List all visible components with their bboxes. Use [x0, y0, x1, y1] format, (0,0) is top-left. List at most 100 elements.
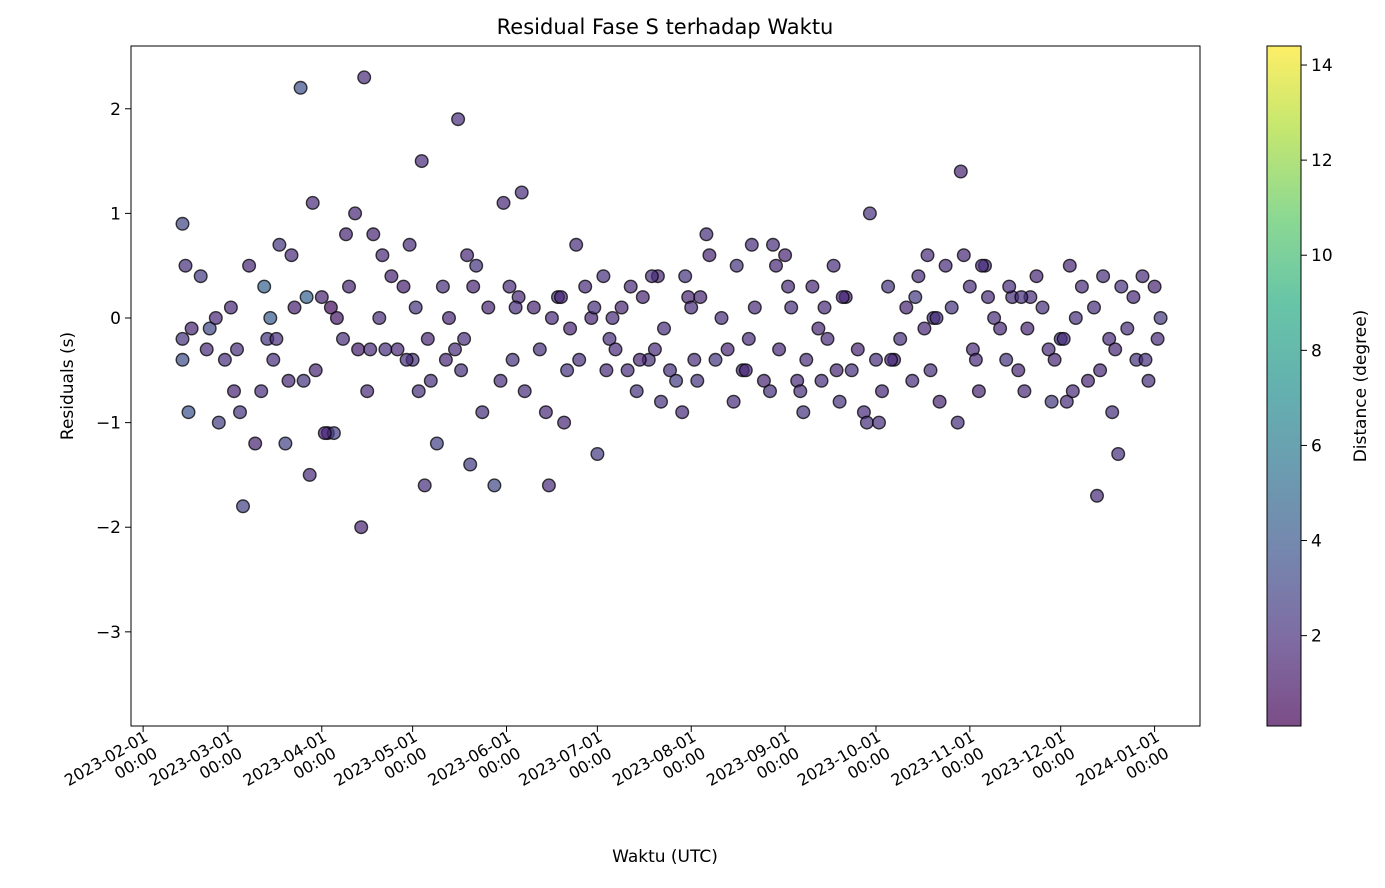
data-point — [269, 331, 284, 346]
data-point — [305, 195, 320, 210]
data-point — [920, 248, 935, 263]
data-point — [284, 248, 299, 263]
x-axis: 2023-02-0100:002023-03-0100:002023-04-01… — [61, 726, 1172, 806]
data-point — [423, 373, 438, 388]
data-point — [917, 321, 932, 336]
data-point — [844, 363, 859, 378]
data-point — [975, 258, 990, 273]
data-point — [466, 279, 481, 294]
data-point — [1153, 311, 1168, 326]
data-point — [766, 237, 781, 252]
data-point — [1041, 342, 1056, 357]
data-point — [563, 321, 578, 336]
data-point — [1141, 373, 1156, 388]
data-point — [820, 331, 835, 346]
data-point — [1138, 352, 1153, 367]
data-point — [442, 311, 457, 326]
data-point — [599, 363, 614, 378]
data-point — [623, 279, 638, 294]
data-point — [602, 331, 617, 346]
data-point — [457, 331, 472, 346]
data-point — [929, 311, 944, 326]
data-point — [587, 300, 602, 315]
data-point — [784, 300, 799, 315]
data-point — [796, 405, 811, 420]
data-point — [1014, 290, 1029, 305]
data-point — [448, 342, 463, 357]
data-point — [366, 227, 381, 242]
data-point — [544, 311, 559, 326]
data-point — [781, 279, 796, 294]
x-tick-label: 2023-08-0100:00 — [609, 727, 709, 806]
y-tick-label: −2 — [96, 518, 121, 538]
data-point — [508, 300, 523, 315]
data-point — [402, 237, 417, 252]
data-point — [317, 426, 332, 441]
data-point — [608, 342, 623, 357]
data-point — [654, 394, 669, 409]
y-tick-label: −3 — [96, 623, 121, 643]
data-point — [1011, 363, 1026, 378]
data-point — [999, 352, 1014, 367]
data-point — [1035, 300, 1050, 315]
data-point — [438, 352, 453, 367]
data-point — [517, 384, 532, 399]
x-tick-label: 2023-12-0100:00 — [979, 727, 1079, 806]
data-point — [1105, 405, 1120, 420]
data-point — [884, 352, 899, 367]
data-point — [257, 279, 272, 294]
data-point — [669, 373, 684, 388]
data-point — [435, 279, 450, 294]
data-point — [1002, 279, 1017, 294]
data-point — [538, 405, 553, 420]
y-axis-label: Residuals (s) — [58, 332, 78, 440]
data-point — [596, 269, 611, 284]
data-point — [620, 363, 635, 378]
data-point — [962, 279, 977, 294]
data-point — [399, 352, 414, 367]
data-point — [336, 331, 351, 346]
data-point — [1108, 342, 1123, 357]
data-point — [329, 311, 344, 326]
data-point — [293, 80, 308, 95]
data-point — [263, 311, 278, 326]
data-point — [875, 384, 890, 399]
data-point — [950, 415, 965, 430]
data-point — [360, 384, 375, 399]
data-point — [384, 269, 399, 284]
data-point — [899, 300, 914, 315]
data-point — [805, 279, 820, 294]
data-point — [378, 342, 393, 357]
data-point — [451, 112, 466, 127]
data-point — [1150, 331, 1165, 346]
data-point — [363, 342, 378, 357]
data-point — [541, 478, 556, 493]
data-point — [557, 415, 572, 430]
y-tick-label: 1 — [110, 204, 121, 224]
data-point — [1065, 384, 1080, 399]
data-point — [605, 311, 620, 326]
colorbar-label: Distance (degree) — [1351, 310, 1371, 463]
data-point — [1020, 321, 1035, 336]
data-point — [881, 279, 896, 294]
data-point — [339, 227, 354, 242]
x-tick-label: 2023-02-0100:00 — [61, 727, 161, 806]
data-point — [254, 384, 269, 399]
x-tick-label: 2023-10-0100:00 — [794, 727, 894, 806]
data-point — [202, 321, 217, 336]
data-point — [1093, 363, 1108, 378]
data-points — [175, 70, 1168, 535]
data-point — [769, 258, 784, 273]
data-point — [175, 352, 190, 367]
x-tick-label: 2023-05-0100:00 — [331, 727, 431, 806]
plot-frame — [130, 45, 1201, 727]
data-point — [744, 237, 759, 252]
data-point — [702, 248, 717, 263]
colorbar-tick-label: 6 — [1311, 436, 1322, 456]
data-point — [993, 321, 1008, 336]
data-point — [199, 342, 214, 357]
data-point — [832, 394, 847, 409]
data-point — [569, 237, 584, 252]
data-point — [862, 206, 877, 221]
data-point — [226, 384, 241, 399]
